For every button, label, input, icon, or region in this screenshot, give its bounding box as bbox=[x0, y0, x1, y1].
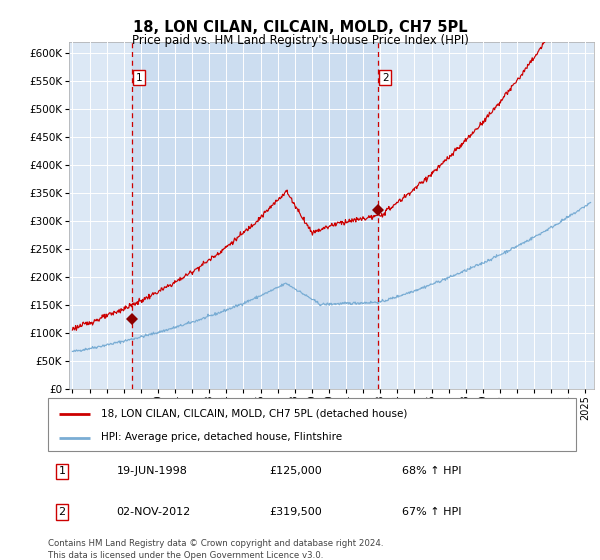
Text: 02-NOV-2012: 02-NOV-2012 bbox=[116, 507, 191, 517]
Text: 19-JUN-1998: 19-JUN-1998 bbox=[116, 466, 188, 477]
Bar bbox=[132, 42, 377, 389]
Text: 68% ↑ HPI: 68% ↑ HPI bbox=[402, 466, 461, 477]
Text: £125,000: £125,000 bbox=[270, 466, 323, 477]
Text: Price paid vs. HM Land Registry's House Price Index (HPI): Price paid vs. HM Land Registry's House … bbox=[131, 34, 469, 46]
Text: 2: 2 bbox=[59, 507, 65, 517]
Text: Contains HM Land Registry data © Crown copyright and database right 2024.
This d: Contains HM Land Registry data © Crown c… bbox=[48, 539, 383, 559]
Text: £319,500: £319,500 bbox=[270, 507, 323, 517]
Text: 1: 1 bbox=[59, 466, 65, 477]
Text: 18, LON CILAN, CILCAIN, MOLD, CH7 5PL: 18, LON CILAN, CILCAIN, MOLD, CH7 5PL bbox=[133, 20, 467, 35]
FancyBboxPatch shape bbox=[48, 398, 576, 451]
Text: 67% ↑ HPI: 67% ↑ HPI bbox=[402, 507, 461, 517]
Text: 2: 2 bbox=[382, 73, 388, 83]
Text: 1: 1 bbox=[136, 73, 143, 83]
Text: 18, LON CILAN, CILCAIN, MOLD, CH7 5PL (detached house): 18, LON CILAN, CILCAIN, MOLD, CH7 5PL (d… bbox=[101, 409, 407, 418]
Text: HPI: Average price, detached house, Flintshire: HPI: Average price, detached house, Flin… bbox=[101, 432, 342, 442]
